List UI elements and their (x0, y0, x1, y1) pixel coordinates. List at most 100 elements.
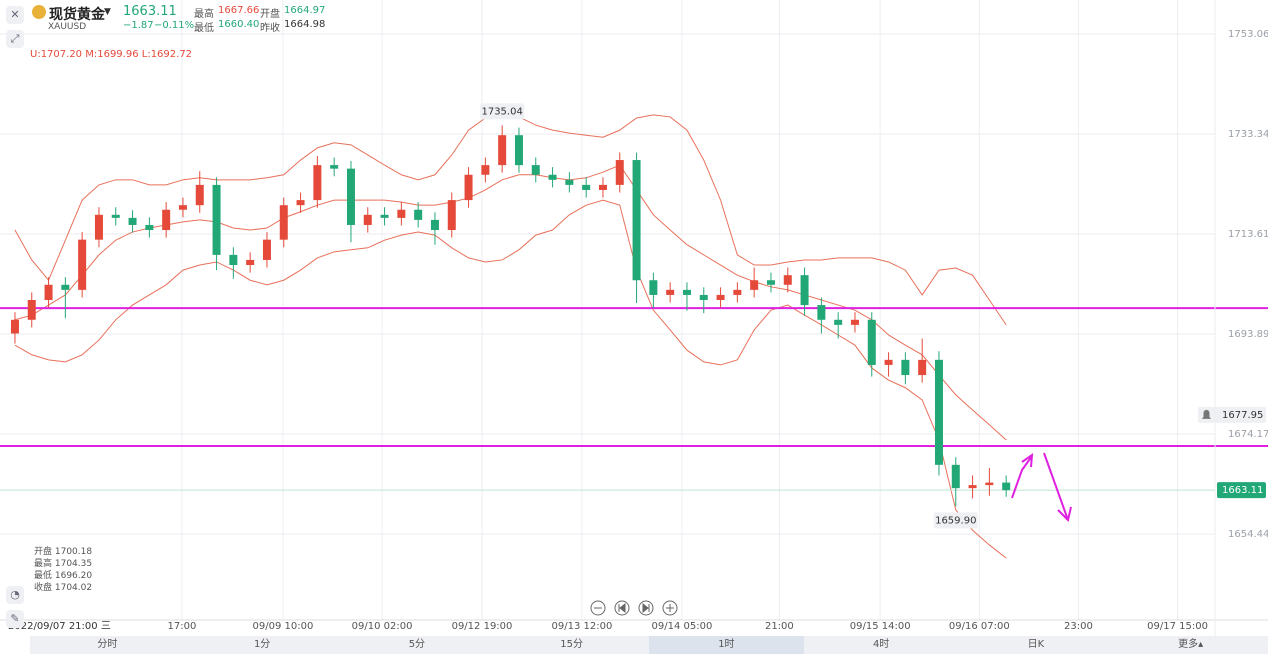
plot: 1753.06 1733.34 1713.61 1693.89 1674.17 1654.… (0, 0, 1268, 632)
symbol: XAUUSD (48, 22, 87, 32)
close-button[interactable]: ✕ (6, 6, 24, 24)
drawn-arrow-head (1057, 506, 1072, 522)
annotation-box (480, 103, 525, 120)
change-pct: −0.11% (154, 20, 195, 31)
candle-body (834, 319, 843, 325)
candle-body (195, 184, 204, 206)
candle-body (632, 160, 641, 281)
dropdown[interactable]: ▼ (104, 7, 111, 17)
candle-body (615, 160, 624, 185)
candle-body (430, 219, 439, 231)
candle-body (968, 485, 977, 489)
x-tick-label: 09/16 07:00 (949, 621, 1010, 632)
y-tick-label: 1693.89 (1228, 329, 1268, 340)
candle-body (498, 135, 507, 166)
tab[interactable]: 日K (1027, 639, 1045, 650)
candle-body (699, 294, 708, 301)
tab[interactable]: 4时 (872, 639, 890, 650)
tab[interactable]: 15分 (560, 639, 583, 650)
stat-label: 最高 (194, 9, 214, 20)
instrument-name: 现货黄金 (49, 7, 105, 23)
tab[interactable]: 更多▴ (1178, 639, 1204, 650)
candle-body (867, 319, 876, 365)
bollinger-band (14, 199, 1007, 559)
price-tag-label: 1663.11 (1222, 485, 1263, 496)
ohlc-row: 开盘 1700.18 (34, 547, 93, 557)
candle-body (178, 205, 187, 210)
price: 1663.11 (123, 4, 177, 19)
change: −1.87 (123, 20, 154, 31)
candle-body (246, 259, 255, 266)
x-tick-label: 21:00 (765, 621, 794, 632)
candle-body (951, 464, 960, 489)
candle-body (330, 165, 339, 169)
candle-body (397, 209, 406, 218)
x-tick-label: 09/10 02:00 (352, 621, 413, 632)
candle-body (10, 319, 19, 334)
candle-body (212, 184, 221, 255)
candle-body (514, 135, 523, 166)
candle-body (27, 300, 36, 320)
expand-button[interactable]: ⤢ (6, 30, 24, 48)
candle-body (229, 254, 238, 266)
candle-body (346, 168, 355, 225)
candle-body (78, 239, 87, 290)
candle-body (817, 305, 826, 320)
candle-body (666, 289, 675, 295)
y-tick-label: 1674.17 (1228, 429, 1268, 440)
tab[interactable]: 1分 (253, 639, 271, 650)
candle-body (565, 179, 574, 185)
y-tick-label: 1713.61 (1228, 229, 1268, 240)
stat-label: 开盘 (260, 9, 280, 20)
stat-label: 昨收 (260, 23, 280, 34)
tab[interactable]: 5分 (408, 639, 426, 650)
interval-tabs: 分时 1分 5分 15分 1时 4时 日K 更多▴ (30, 636, 1268, 654)
candle-body (884, 359, 893, 365)
candle-body (985, 482, 994, 486)
candle-body (61, 284, 70, 290)
x-tick-label: 09/14 05:00 (652, 621, 713, 632)
candle-body (598, 184, 607, 190)
stat-value: 1660.40 (218, 19, 260, 30)
y-tick-label: 1753.06 (1228, 29, 1268, 40)
candle-body (279, 205, 288, 240)
cursor-label: 2022/09/07 21:00 三 (8, 621, 111, 632)
candle-body (380, 214, 389, 218)
drawn-arrow (1043, 452, 1069, 521)
x-tick-label: 09/13 12:00 (552, 621, 613, 632)
playback-controls[interactable] (590, 600, 678, 616)
candle-body (313, 165, 322, 201)
candle-body (783, 275, 792, 285)
annotation-label: 1659.90 (935, 515, 976, 526)
annotation-label: 1735.04 (481, 106, 522, 117)
candle-body (44, 284, 53, 301)
candle-body (94, 214, 103, 240)
candle-body (296, 200, 305, 206)
candle-body (262, 239, 271, 260)
candle-body (934, 359, 943, 465)
candle-body (414, 209, 423, 220)
tab[interactable]: 分时 (97, 639, 118, 650)
draw-button[interactable]: ✎ (6, 610, 24, 628)
candle-body (850, 319, 859, 325)
price-tag (1217, 482, 1266, 499)
ohlc-row: 最高 1704.35 (34, 559, 93, 569)
indicator-button[interactable]: ◔ (6, 586, 24, 604)
drawn-arrow-head (1021, 452, 1034, 468)
candle-body (901, 359, 910, 376)
candle-body (548, 174, 557, 180)
tab[interactable]: 1时 (649, 636, 804, 654)
gold-icon (32, 5, 46, 19)
candle-body (716, 294, 725, 301)
alert-label: 1677.95 (1222, 410, 1263, 421)
candle-body (162, 209, 171, 231)
candle-body (145, 224, 154, 231)
x-tick-label: 09/15 14:00 (850, 621, 911, 632)
annotation-box (933, 512, 978, 529)
ohlc-row: 收盘 1704.02 (34, 583, 93, 593)
stat-label: 最低 (194, 23, 214, 34)
candle-body (582, 184, 591, 190)
x-tick-label: 09/12 19:00 (452, 621, 513, 632)
